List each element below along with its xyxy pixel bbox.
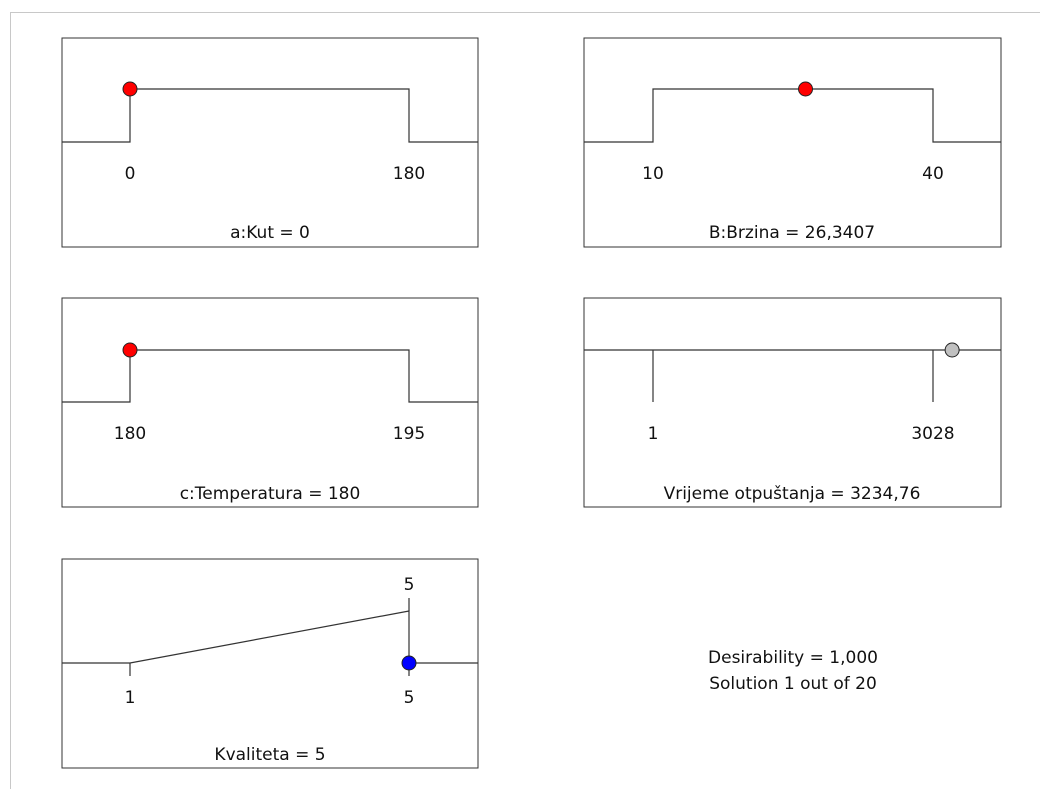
low-limit-label: 10	[642, 164, 664, 184]
factor-value-label: a:Kut = 0	[230, 223, 310, 243]
frame-top-border	[10, 12, 1040, 13]
current-value-marker[interactable]	[122, 342, 138, 358]
ramp-panel-temperatura: 180 195 c:Temperatura = 180	[61, 297, 479, 508]
current-value-marker[interactable]	[944, 342, 960, 358]
desirability-ramp-line	[62, 349, 478, 403]
target-label: 5	[404, 575, 415, 595]
ramp-panel-kvaliteta: 5 1 5 Kvaliteta = 5	[61, 558, 479, 769]
ramp-panel-brzina: 10 40 B:Brzina = 26,3407	[583, 37, 1002, 248]
low-limit-label: 0	[125, 164, 136, 184]
low-limit-label: 1	[125, 688, 136, 708]
desirability-value: Desirability = 1,000	[708, 648, 878, 668]
high-limit-label: 3028	[911, 424, 954, 444]
solution-count: Solution 1 out of 20	[709, 674, 877, 694]
low-limit-label: 1	[648, 424, 659, 444]
ramp-panel-kut: 0 180 a:Kut = 0	[61, 37, 479, 248]
factor-value-label: Vrijeme otpuštanja = 3234,76	[664, 484, 921, 504]
current-value-marker[interactable]	[401, 655, 417, 671]
desirability-ramp-line	[62, 610, 478, 664]
low-limit-label: 180	[114, 424, 146, 444]
high-limit-label: 40	[922, 164, 944, 184]
panel-border	[583, 297, 1002, 508]
factor-value-label: B:Brzina = 26,3407	[709, 223, 875, 243]
desirability-ramp-line	[584, 88, 1001, 143]
frame-left-border	[10, 12, 11, 789]
factor-value-label: c:Temperatura = 180	[180, 484, 361, 504]
high-limit-label: 195	[393, 424, 425, 444]
current-value-marker[interactable]	[798, 81, 814, 97]
desirability-ramp-line	[62, 88, 478, 143]
ramp-panel-vrijeme-otpustanja: 1 3028 Vrijeme otpuštanja = 3234,76	[583, 297, 1002, 508]
current-value-marker[interactable]	[122, 81, 138, 97]
high-limit-label: 5	[404, 688, 415, 708]
high-limit-label: 180	[393, 164, 425, 184]
factor-value-label: Kvaliteta = 5	[214, 745, 325, 765]
